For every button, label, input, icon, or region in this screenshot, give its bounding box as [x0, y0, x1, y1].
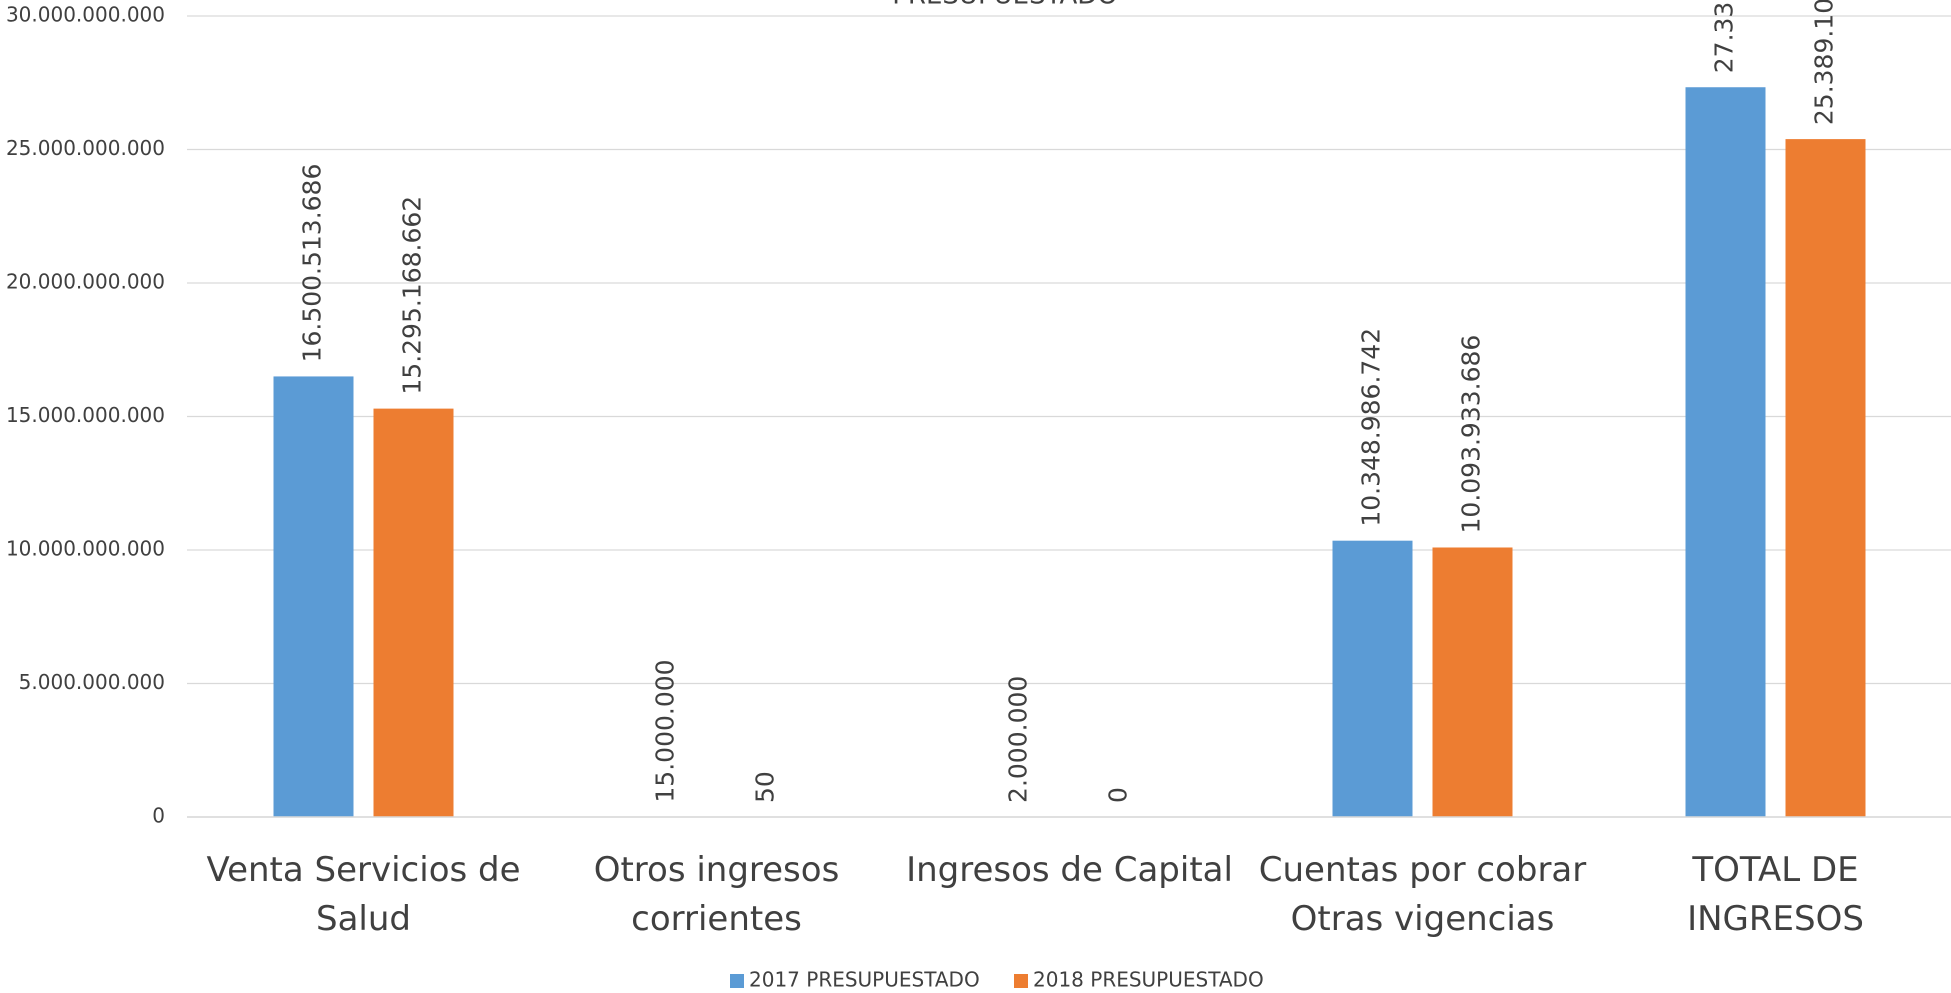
y-tick-label: 30.000.000.000 [6, 3, 165, 27]
x-tick-label: Otros ingresos corrientes [593, 850, 840, 939]
y-tick-label: 10.000.000.000 [6, 537, 165, 561]
legend-swatch [1014, 974, 1028, 988]
y-tick-label: 20.000.000.000 [6, 270, 165, 294]
legend-label: 2018 PRESUPUESTADO [1033, 968, 1264, 992]
bar [1685, 87, 1766, 817]
data-label: 25.389.10 [1810, 0, 1839, 125]
x-tick-label: Ingresos de Capital [906, 850, 1233, 890]
data-label: 27.331.88 [1710, 0, 1739, 73]
y-tick-label: 5.000.000.000 [19, 670, 165, 694]
bar [1432, 547, 1513, 817]
y-tick-label: 15.000.000.000 [6, 403, 165, 427]
chart-title: PRESUPUESTADO [892, 0, 1117, 11]
data-label: 2.000.000 [1004, 676, 1033, 803]
bar [373, 408, 454, 817]
legend-label: 2017 PRESUPUESTADO [749, 968, 980, 992]
bar [1785, 139, 1866, 817]
data-label: 15.000.000 [651, 659, 680, 802]
bar [273, 376, 354, 817]
y-tick-label: 25.000.000.000 [6, 136, 165, 160]
x-tick-label: TOTAL DE INGRESOS [1687, 850, 1864, 939]
data-label: 15.295.168.662 [398, 196, 427, 395]
x-tick-label: Venta Servicios de Salud [206, 850, 521, 939]
data-label: 10.348.986.742 [1357, 328, 1386, 527]
data-label: 0 [1104, 787, 1133, 803]
legend-swatch [730, 974, 744, 988]
x-tick-label: Cuentas por cobrar Otras vigencias [1258, 850, 1587, 939]
data-label: 10.093.933.686 [1457, 335, 1486, 534]
bar [1332, 540, 1413, 817]
data-label: 50 [751, 771, 780, 803]
y-tick-label: 0 [152, 804, 165, 828]
data-label: 16.500.513.686 [298, 164, 327, 363]
